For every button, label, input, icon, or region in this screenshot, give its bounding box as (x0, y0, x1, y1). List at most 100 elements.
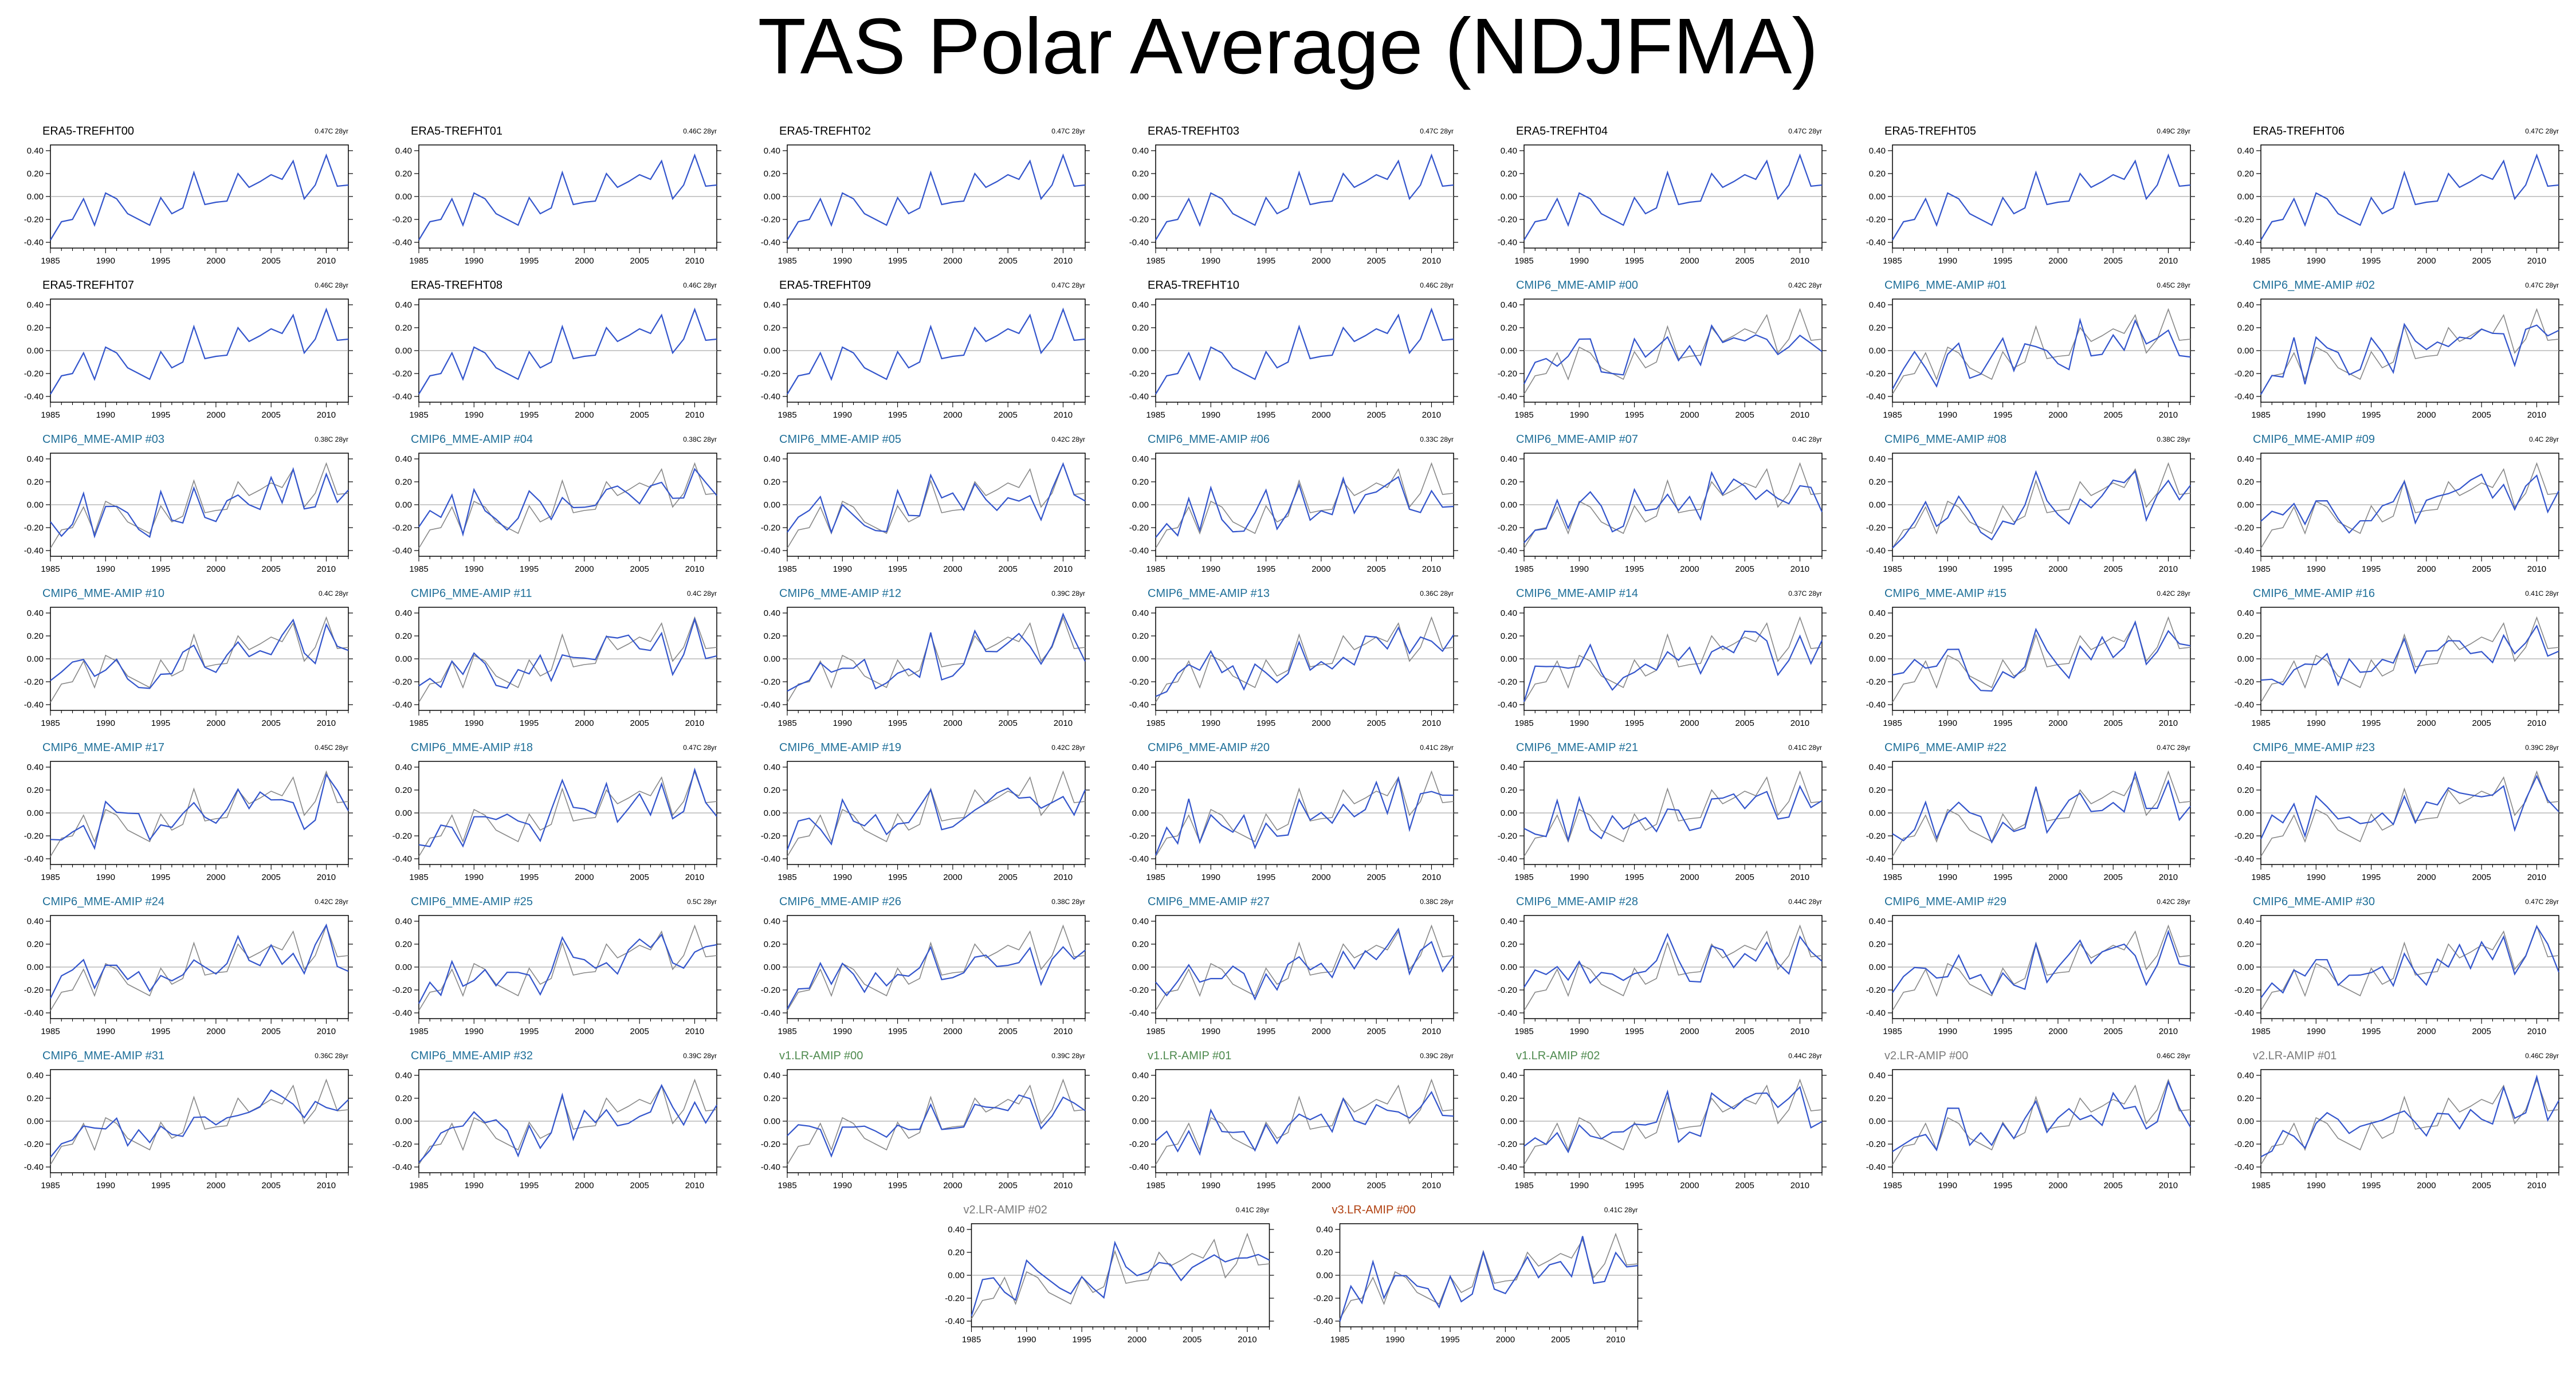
y-tick-label: -0.20 (24, 369, 44, 379)
x-tick-label: 2005 (998, 256, 1017, 266)
y-tick-label: -0.20 (24, 985, 44, 995)
series-line (1155, 626, 1454, 697)
y-tick-label: 0.00 (1501, 962, 1517, 972)
y-tick-label: -0.20 (1498, 985, 1517, 995)
panel: 0.40 0.20 0.00 -0.20 -0.40 1985 1990 1995 2000 20… (1129, 125, 1458, 266)
x-tick-label: 1990 (833, 718, 852, 728)
panel: 0.40 0.20 0.00 -0.20 -0.40 1985 1990 1995 2000 20… (1866, 587, 2195, 728)
x-tick-label: 2000 (2417, 718, 2436, 728)
x-tick-label: 2010 (317, 256, 336, 266)
x-tick-label: 2000 (575, 256, 594, 266)
panel: 0.40 0.20 0.00 -0.20 -0.40 1985 1990 1995 2000 20… (392, 741, 721, 882)
y-tick-label: 0.00 (1132, 808, 1149, 818)
y-tick-label: -0.40 (392, 546, 412, 556)
trend-label: 0.46C 28yr (2157, 1052, 2190, 1060)
series-line (50, 467, 349, 539)
x-tick-label: 2010 (1790, 1027, 1809, 1036)
x-tick-label: 2005 (630, 718, 649, 728)
x-tick-label: 2005 (261, 410, 280, 420)
x-tick-label: 2000 (2417, 873, 2436, 882)
x-tick-label: 1990 (833, 256, 852, 266)
y-tick-label: 0.40 (1132, 917, 1149, 926)
x-tick-label: 2005 (998, 410, 1017, 420)
x-tick-label: 1995 (1625, 410, 1644, 420)
panel: 0.40 0.20 0.00 -0.20 -0.40 1985 1990 1995 2000 20… (1498, 587, 1827, 728)
x-tick-label: 2000 (206, 410, 225, 420)
y-tick-label: 0.00 (764, 1117, 780, 1126)
y-tick-label: 0.20 (1132, 631, 1149, 641)
x-tick-label: 1985 (2251, 256, 2270, 266)
y-tick-label: -0.20 (761, 677, 780, 687)
x-tick-label: 1995 (888, 718, 907, 728)
trend-label: 0.42C 28yr (2157, 898, 2190, 906)
y-tick-label: 0.00 (1869, 654, 1886, 664)
x-tick-label: 2000 (1128, 1335, 1146, 1345)
series-line (418, 617, 717, 689)
series-line (787, 612, 1086, 692)
x-tick-label: 1995 (1256, 1181, 1275, 1190)
panel: 0.40 0.20 0.00 -0.20 -0.40 1985 1990 1995 2000 20… (945, 1204, 1274, 1345)
y-tick-label: 0.40 (1869, 608, 1886, 618)
x-tick-label: 1985 (1883, 410, 1902, 420)
series-line (50, 307, 349, 395)
x-tick-label: 2005 (2472, 1027, 2491, 1036)
series-line (1155, 476, 1454, 538)
panel-title: CMIP6_MME-AMIP #27 (1148, 895, 1270, 908)
x-tick-label: 2000 (206, 256, 225, 266)
y-tick-label: -0.40 (392, 1008, 412, 1018)
panel-title: ERA5-TREFHT09 (779, 279, 871, 292)
x-tick-label: 1995 (1625, 873, 1644, 882)
x-tick-label: 1990 (1570, 256, 1589, 266)
x-tick-label: 1995 (1625, 256, 1644, 266)
y-tick-label: -0.40 (761, 546, 780, 556)
observed-line (1892, 1078, 2191, 1165)
y-tick-label: -0.20 (1866, 523, 1886, 533)
y-tick-label: 0.40 (764, 608, 780, 618)
x-tick-label: 2000 (575, 718, 594, 728)
y-tick-label: 0.20 (1501, 323, 1517, 333)
x-tick-label: 2010 (685, 718, 704, 728)
y-tick-label: 0.20 (764, 785, 780, 795)
x-tick-label: 2005 (1183, 1335, 1201, 1345)
y-tick-label: 0.40 (27, 1071, 44, 1080)
x-tick-label: 2005 (630, 410, 649, 420)
x-tick-label: 1990 (465, 256, 484, 266)
x-tick-label: 1995 (151, 873, 170, 882)
x-tick-label: 2010 (1054, 256, 1073, 266)
x-tick-label: 2010 (1054, 564, 1073, 574)
x-tick-label: 1985 (409, 410, 428, 420)
series-line (2260, 323, 2559, 395)
x-tick-label: 2010 (685, 873, 704, 882)
x-tick-label: 1985 (1883, 564, 1902, 574)
x-tick-label: 2005 (2103, 1027, 2122, 1036)
x-tick-label: 2000 (943, 410, 962, 420)
panel: 0.40 0.20 0.00 -0.20 -0.40 1985 1990 1995 2000 20… (1866, 741, 2195, 882)
y-tick-label: 0.00 (395, 192, 412, 202)
x-tick-label: 2005 (1735, 564, 1754, 574)
trend-label: 0.41C 28yr (1420, 744, 1454, 752)
y-tick-label: -0.20 (24, 523, 44, 533)
x-tick-label: 2000 (943, 256, 962, 266)
y-tick-label: -0.20 (392, 831, 412, 841)
series-line (1523, 324, 1823, 384)
panel-title: CMIP6_MME-AMIP #05 (779, 433, 901, 446)
panel-title: ERA5-TREFHT06 (2253, 125, 2345, 137)
y-tick-label: -0.40 (1129, 238, 1149, 247)
x-tick-label: 2005 (261, 1027, 280, 1036)
panel-title: ERA5-TREFHT00 (42, 125, 134, 137)
panel-title: v2.LR-AMIP #02 (964, 1204, 1047, 1216)
panel: 0.40 0.20 0.00 -0.20 -0.40 1985 1990 1995 2000 20… (1129, 433, 1458, 574)
x-tick-label: 2000 (2048, 410, 2067, 420)
x-tick-label: 1995 (1625, 1181, 1644, 1190)
x-tick-label: 2000 (2048, 564, 2067, 574)
observed-line (418, 1078, 717, 1165)
y-tick-label: -0.20 (1129, 677, 1149, 687)
observed-line (418, 770, 717, 857)
x-tick-label: 2000 (575, 1027, 594, 1036)
trend-label: 0.4C 28yr (2529, 435, 2559, 443)
panel: 0.40 0.20 0.00 -0.20 -0.40 1985 1990 1995 2000 20… (2235, 1050, 2563, 1190)
trend-label: 0.4C 28yr (687, 590, 717, 598)
y-tick-label: 0.20 (395, 323, 412, 333)
series-line (1155, 928, 1454, 1001)
x-tick-label: 2000 (1311, 564, 1330, 574)
